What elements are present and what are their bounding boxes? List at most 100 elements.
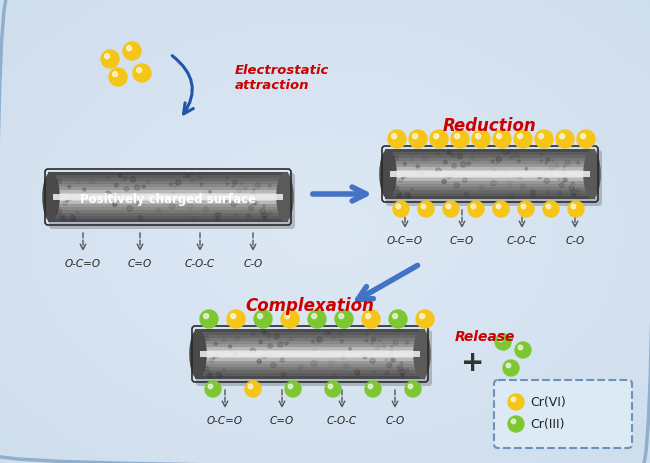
- Circle shape: [344, 364, 348, 369]
- Circle shape: [135, 186, 140, 191]
- Circle shape: [70, 216, 75, 221]
- Circle shape: [493, 160, 499, 166]
- Circle shape: [146, 181, 150, 184]
- Circle shape: [260, 209, 265, 214]
- Circle shape: [508, 150, 513, 155]
- Circle shape: [201, 199, 204, 202]
- Circle shape: [508, 394, 524, 410]
- Circle shape: [395, 191, 401, 197]
- Text: C-O-C: C-O-C: [185, 258, 215, 269]
- Circle shape: [447, 151, 451, 156]
- Circle shape: [378, 340, 381, 343]
- Circle shape: [448, 178, 450, 180]
- Circle shape: [222, 338, 226, 342]
- Bar: [195, 370, 425, 373]
- Circle shape: [117, 197, 122, 202]
- Circle shape: [247, 202, 249, 204]
- Circle shape: [545, 163, 547, 165]
- Circle shape: [83, 188, 86, 192]
- Circle shape: [349, 348, 352, 350]
- Circle shape: [232, 186, 234, 188]
- Circle shape: [517, 134, 523, 139]
- Text: C-O: C-O: [244, 258, 263, 269]
- Circle shape: [454, 183, 460, 188]
- Circle shape: [285, 314, 290, 319]
- Circle shape: [324, 351, 329, 357]
- Text: +: +: [462, 348, 485, 376]
- Circle shape: [254, 310, 272, 328]
- Bar: [385, 167, 595, 170]
- Circle shape: [543, 201, 559, 218]
- Circle shape: [172, 183, 177, 188]
- Circle shape: [257, 360, 261, 364]
- Text: O-C=O: O-C=O: [207, 415, 243, 425]
- Bar: [195, 356, 425, 359]
- FancyBboxPatch shape: [196, 330, 432, 386]
- Circle shape: [389, 310, 407, 328]
- Circle shape: [530, 190, 536, 195]
- Circle shape: [208, 373, 213, 378]
- Circle shape: [406, 341, 409, 344]
- Circle shape: [176, 181, 181, 186]
- Circle shape: [577, 189, 580, 193]
- Circle shape: [405, 193, 410, 198]
- Circle shape: [214, 343, 217, 345]
- Circle shape: [437, 154, 440, 156]
- Ellipse shape: [42, 173, 60, 223]
- Circle shape: [471, 205, 476, 209]
- Bar: [48, 196, 288, 199]
- Bar: [195, 364, 425, 368]
- Circle shape: [422, 156, 428, 162]
- Circle shape: [252, 333, 254, 336]
- Circle shape: [430, 131, 448, 149]
- Circle shape: [219, 375, 222, 378]
- Bar: [48, 175, 288, 179]
- Circle shape: [376, 346, 380, 350]
- Circle shape: [572, 194, 575, 197]
- Circle shape: [127, 206, 133, 212]
- Circle shape: [268, 185, 271, 188]
- Circle shape: [510, 195, 514, 199]
- Bar: [48, 184, 288, 188]
- Circle shape: [67, 197, 72, 201]
- Circle shape: [257, 314, 263, 319]
- Circle shape: [471, 158, 474, 161]
- Circle shape: [405, 381, 421, 397]
- Text: O-C=O: O-C=O: [65, 258, 101, 269]
- Circle shape: [328, 384, 333, 389]
- Circle shape: [251, 194, 255, 199]
- Circle shape: [229, 345, 232, 349]
- Circle shape: [61, 216, 66, 221]
- Circle shape: [356, 375, 359, 378]
- Bar: [385, 158, 595, 162]
- Circle shape: [328, 361, 334, 367]
- Text: Complexation: Complexation: [246, 296, 374, 314]
- Circle shape: [281, 373, 286, 377]
- Circle shape: [497, 157, 501, 163]
- Circle shape: [476, 134, 480, 139]
- Bar: [195, 353, 425, 356]
- Circle shape: [514, 153, 520, 158]
- Circle shape: [366, 333, 368, 336]
- Bar: [385, 191, 595, 194]
- Circle shape: [257, 359, 261, 363]
- Circle shape: [252, 201, 256, 206]
- Circle shape: [491, 181, 497, 187]
- Circle shape: [281, 310, 299, 328]
- Bar: [195, 368, 425, 370]
- Circle shape: [209, 191, 211, 194]
- Bar: [48, 173, 288, 175]
- Circle shape: [389, 350, 394, 356]
- Circle shape: [491, 161, 493, 163]
- Circle shape: [454, 134, 460, 139]
- Circle shape: [497, 134, 502, 139]
- Circle shape: [136, 69, 142, 74]
- Ellipse shape: [413, 329, 431, 379]
- Bar: [195, 335, 425, 338]
- Circle shape: [216, 372, 221, 377]
- Circle shape: [101, 51, 119, 69]
- Bar: [195, 347, 425, 350]
- Circle shape: [138, 216, 142, 220]
- Text: Electrostatic
attraction: Electrostatic attraction: [235, 64, 330, 92]
- Text: C-O: C-O: [566, 236, 584, 245]
